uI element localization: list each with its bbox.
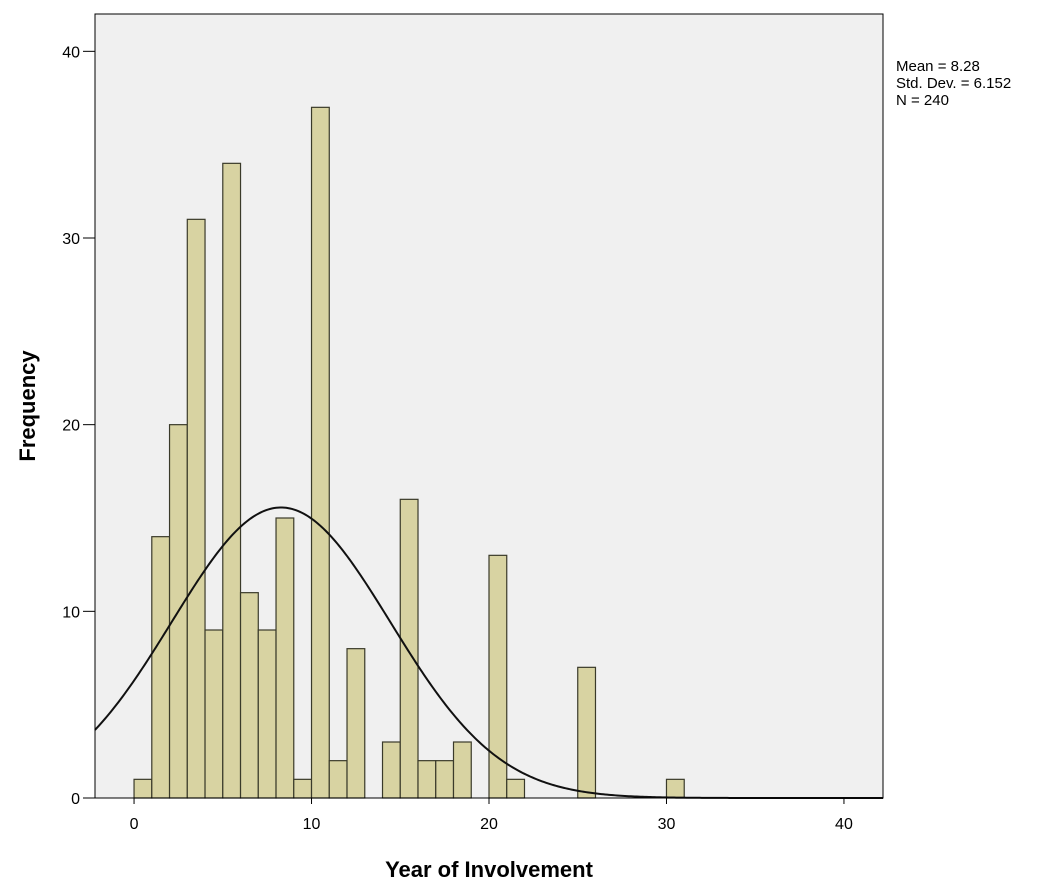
- y-axis: 0 10 20 30 40: [62, 44, 95, 808]
- histogram-bar: [222, 162, 242, 799]
- histogram-bar: [328, 760, 348, 799]
- histogram-bar: [452, 741, 472, 799]
- histogram-bar: [577, 666, 597, 799]
- y-tick-label: 20: [62, 418, 80, 435]
- histogram-bar: [293, 778, 313, 799]
- histogram-bar: [399, 498, 419, 799]
- y-axis-title: Frequency: [15, 350, 40, 462]
- x-tick-label: 30: [658, 816, 676, 833]
- histogram-bar: [204, 629, 224, 799]
- y-tick-label: 40: [62, 44, 80, 61]
- histogram-bar: [665, 778, 685, 799]
- stats-n: N = 240: [896, 92, 949, 109]
- histogram-bar: [346, 648, 366, 799]
- x-tick-label: 10: [303, 816, 321, 833]
- x-tick-label: 40: [835, 816, 853, 833]
- histogram-bar: [133, 778, 153, 799]
- x-axis: 0 10 20 30 40: [130, 798, 853, 833]
- stats-legend: Mean = 8.28 Std. Dev. = 6.152 N = 240: [896, 58, 1011, 109]
- x-axis-title: Year of Involvement: [385, 857, 594, 881]
- histogram-bar: [417, 760, 437, 799]
- y-tick-label: 10: [62, 604, 80, 621]
- histogram-bar: [310, 106, 330, 799]
- histogram-bar: [257, 629, 277, 799]
- histogram-bar: [186, 218, 206, 799]
- stats-std-dev: Std. Dev. = 6.152: [896, 75, 1012, 92]
- bars-group: [133, 106, 685, 799]
- stats-mean: Mean = 8.28: [896, 58, 980, 75]
- x-tick-label: 0: [130, 816, 139, 833]
- histogram-bar: [151, 536, 171, 799]
- y-tick-label: 30: [62, 231, 80, 248]
- x-tick-label: 20: [480, 816, 498, 833]
- y-tick-label: 0: [71, 791, 80, 808]
- histogram-bar: [435, 760, 455, 799]
- histogram-bar: [275, 517, 295, 799]
- histogram-bar: [239, 592, 259, 799]
- histogram-bar: [506, 778, 526, 799]
- histogram-bar: [381, 741, 401, 799]
